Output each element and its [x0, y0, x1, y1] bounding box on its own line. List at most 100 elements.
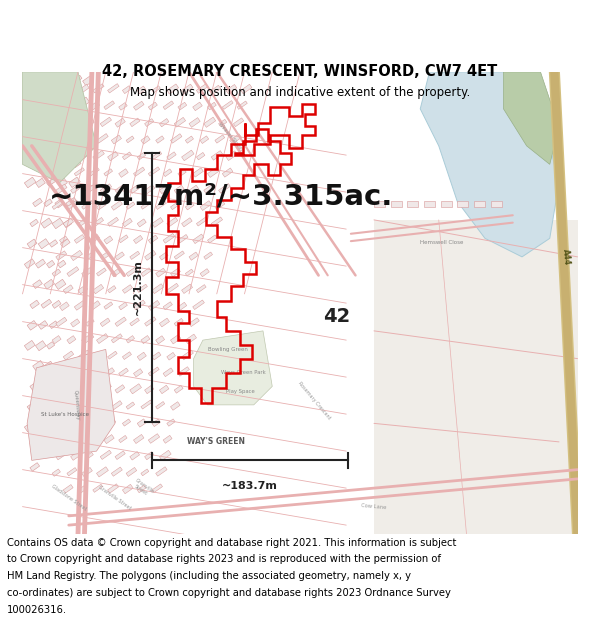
Bar [137, 352, 146, 361]
Bar [112, 401, 122, 410]
Bar [223, 168, 233, 177]
Bar [133, 167, 145, 176]
Bar [122, 284, 133, 293]
Text: Hemswell Close: Hemswell Close [420, 241, 464, 246]
Bar [30, 462, 40, 471]
Bar [137, 152, 146, 160]
Bar [97, 334, 108, 344]
Bar [174, 318, 183, 326]
Bar [97, 202, 106, 210]
Bar [67, 336, 76, 344]
Bar [196, 217, 208, 226]
Bar [391, 201, 402, 207]
Bar [27, 401, 37, 411]
Bar [25, 259, 35, 268]
Bar [25, 422, 35, 432]
Bar [122, 419, 131, 426]
Bar [126, 336, 134, 343]
Bar [100, 450, 112, 459]
Bar [85, 452, 94, 459]
Bar [115, 252, 124, 260]
Text: co-ordinates) are subject to Crown copyright and database rights 2023 Ordnance S: co-ordinates) are subject to Crown copyr… [7, 588, 451, 598]
Bar [93, 484, 103, 492]
Bar [52, 336, 61, 344]
Bar [107, 151, 118, 161]
Bar [193, 168, 203, 177]
Bar [93, 217, 104, 226]
Bar [170, 268, 181, 277]
Bar [156, 336, 164, 344]
Bar [30, 300, 40, 309]
Bar [130, 318, 139, 326]
Bar [44, 199, 52, 207]
Bar [141, 336, 150, 344]
Bar [133, 300, 145, 310]
Bar [193, 102, 202, 111]
Bar [104, 434, 114, 444]
Text: A44: A44 [561, 248, 572, 266]
Bar [107, 419, 116, 426]
Bar [119, 368, 128, 376]
Bar [133, 369, 143, 377]
Bar [119, 235, 128, 242]
Bar [133, 434, 144, 444]
Bar [145, 452, 154, 460]
Bar [115, 186, 124, 192]
Bar [170, 335, 181, 344]
Bar [52, 469, 61, 476]
Bar [208, 168, 219, 177]
Bar [241, 84, 252, 94]
Bar [152, 86, 160, 92]
Bar [82, 136, 90, 143]
Polygon shape [22, 72, 97, 183]
Bar [89, 234, 100, 243]
Bar [66, 198, 76, 206]
Bar [74, 300, 86, 310]
Bar [141, 469, 149, 476]
Bar [97, 134, 108, 143]
Bar [152, 217, 163, 227]
Bar [89, 436, 98, 442]
Bar [61, 158, 70, 166]
Bar [55, 199, 64, 208]
Bar [63, 351, 74, 360]
Bar [74, 434, 86, 443]
Bar [71, 251, 82, 261]
Bar [69, 98, 78, 106]
Bar [100, 384, 112, 393]
Bar [208, 102, 216, 110]
Bar [122, 484, 133, 494]
Bar [112, 467, 122, 476]
Bar [152, 352, 161, 360]
Bar [174, 386, 183, 393]
Bar [82, 333, 94, 344]
Bar [30, 138, 38, 145]
Bar [47, 96, 58, 106]
Bar [130, 186, 139, 194]
Bar [196, 84, 208, 93]
Bar [89, 101, 100, 111]
Bar [215, 201, 225, 209]
Bar [35, 178, 46, 187]
Bar [204, 252, 212, 259]
Text: Granville Street: Granville Street [98, 484, 132, 511]
Bar [130, 384, 142, 394]
Bar [97, 467, 109, 477]
Bar [145, 251, 156, 260]
Bar [148, 367, 159, 376]
Bar [74, 102, 83, 109]
Bar [77, 117, 86, 125]
Bar [35, 259, 46, 268]
Bar [67, 200, 79, 209]
Bar [78, 150, 90, 161]
Bar [112, 201, 122, 210]
Bar [163, 436, 172, 443]
Bar [59, 236, 67, 243]
Bar [107, 217, 119, 226]
Bar [32, 443, 43, 452]
Bar [89, 369, 98, 377]
Bar [115, 317, 127, 326]
Bar [196, 284, 206, 292]
Bar [71, 319, 80, 327]
Bar [74, 234, 85, 243]
